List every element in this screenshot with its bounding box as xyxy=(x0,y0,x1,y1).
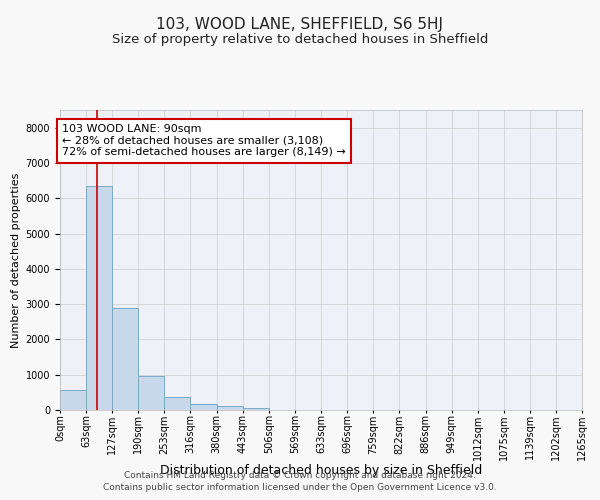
Bar xyxy=(112,308,139,410)
X-axis label: Distribution of detached houses by size in Sheffield: Distribution of detached houses by size … xyxy=(160,464,482,477)
Text: Contains HM Land Registry data © Crown copyright and database right 2024.
Contai: Contains HM Land Registry data © Crown c… xyxy=(103,471,497,492)
Text: Size of property relative to detached houses in Sheffield: Size of property relative to detached ho… xyxy=(112,32,488,46)
Bar xyxy=(164,397,190,410)
Bar xyxy=(86,186,112,410)
Bar xyxy=(243,408,269,410)
Bar xyxy=(190,404,217,410)
Text: 103 WOOD LANE: 90sqm
← 28% of detached houses are smaller (3,108)
72% of semi-de: 103 WOOD LANE: 90sqm ← 28% of detached h… xyxy=(62,124,346,158)
Bar xyxy=(139,376,164,410)
Bar xyxy=(217,406,243,410)
Text: 103, WOOD LANE, SHEFFIELD, S6 5HJ: 103, WOOD LANE, SHEFFIELD, S6 5HJ xyxy=(157,18,443,32)
Y-axis label: Number of detached properties: Number of detached properties xyxy=(11,172,22,348)
Bar xyxy=(60,390,86,410)
